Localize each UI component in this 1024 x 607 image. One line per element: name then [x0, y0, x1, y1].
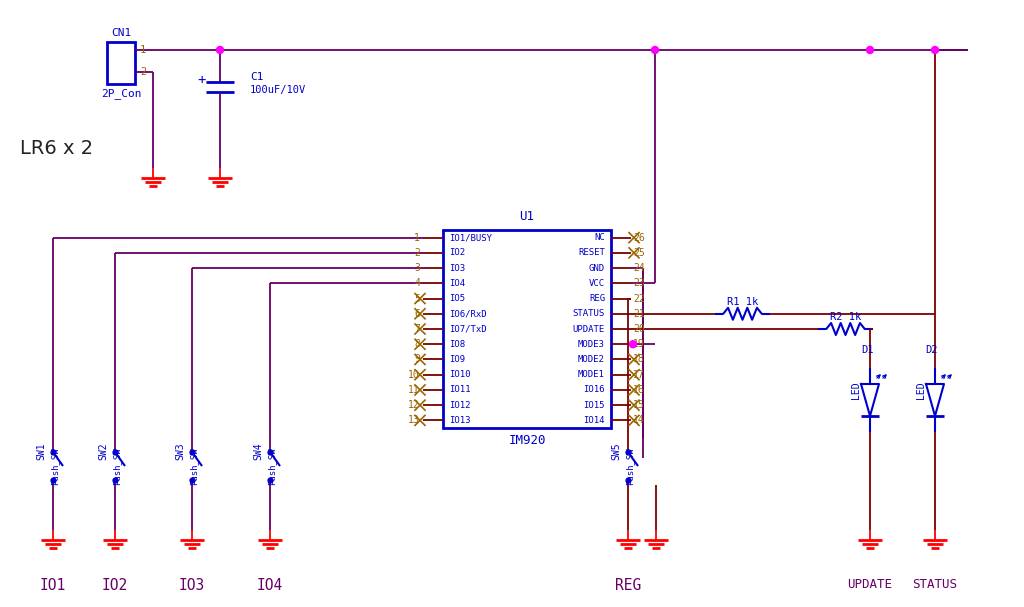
Text: IO6/RxD: IO6/RxD — [449, 310, 486, 318]
Text: REG: REG — [614, 577, 641, 592]
Text: RESET: RESET — [579, 248, 605, 257]
Text: VCC: VCC — [589, 279, 605, 288]
Text: GND: GND — [589, 263, 605, 273]
Text: LED: LED — [916, 381, 926, 399]
Text: STATUS: STATUS — [912, 578, 957, 591]
Text: MODE1: MODE1 — [579, 370, 605, 379]
Text: Push_SW: Push_SW — [50, 447, 59, 485]
Text: IO1/BUSY: IO1/BUSY — [449, 233, 492, 242]
Text: SW5: SW5 — [611, 442, 621, 460]
Text: 17: 17 — [633, 370, 645, 380]
Text: 9: 9 — [414, 354, 420, 364]
Text: SW3: SW3 — [175, 442, 185, 460]
Text: 25: 25 — [633, 248, 645, 258]
Text: 2P_Con: 2P_Con — [100, 89, 141, 100]
Text: Push_SW: Push_SW — [626, 447, 635, 485]
Text: 21: 21 — [633, 309, 645, 319]
Text: 3: 3 — [414, 263, 420, 273]
Text: C1: C1 — [250, 72, 263, 82]
Text: IO11: IO11 — [449, 385, 470, 395]
Circle shape — [932, 47, 939, 53]
Text: IO3: IO3 — [179, 577, 205, 592]
Text: 100uF/10V: 100uF/10V — [250, 85, 306, 95]
Text: SW1: SW1 — [36, 442, 46, 460]
Text: IO14: IO14 — [584, 416, 605, 425]
Text: 8: 8 — [414, 339, 420, 349]
Text: 26: 26 — [633, 232, 645, 243]
Text: 1: 1 — [414, 232, 420, 243]
Text: MODE3: MODE3 — [579, 340, 605, 349]
Text: SW4: SW4 — [253, 442, 263, 460]
Text: SW2: SW2 — [98, 442, 108, 460]
Text: NC: NC — [594, 233, 605, 242]
Text: D2: D2 — [926, 345, 938, 355]
Text: IO9: IO9 — [449, 355, 465, 364]
Text: IO10: IO10 — [449, 370, 470, 379]
Text: 4: 4 — [414, 278, 420, 288]
Text: 16: 16 — [633, 385, 645, 395]
Text: 15: 15 — [633, 400, 645, 410]
Bar — [443, 230, 611, 428]
Text: LR6 x 2: LR6 x 2 — [20, 138, 93, 157]
Text: IO15: IO15 — [584, 401, 605, 410]
Text: IM920: IM920 — [508, 435, 546, 447]
Text: 20: 20 — [633, 324, 645, 334]
Text: 7: 7 — [414, 324, 420, 334]
Text: 5: 5 — [414, 294, 420, 304]
Text: IO1: IO1 — [40, 577, 67, 592]
Text: 10: 10 — [409, 370, 420, 380]
Text: IO4: IO4 — [257, 577, 283, 592]
Circle shape — [651, 47, 658, 53]
Text: 14: 14 — [633, 415, 645, 426]
Text: Push_SW: Push_SW — [189, 447, 199, 485]
Text: CN1: CN1 — [111, 28, 131, 38]
Text: MODE2: MODE2 — [579, 355, 605, 364]
Text: U1: U1 — [519, 211, 535, 223]
Text: 13: 13 — [409, 415, 420, 426]
Circle shape — [866, 47, 873, 53]
Text: Push_SW: Push_SW — [267, 447, 276, 485]
Text: R2 1k: R2 1k — [829, 312, 861, 322]
Text: UPDATE: UPDATE — [848, 578, 893, 591]
Circle shape — [216, 47, 223, 53]
Text: IO13: IO13 — [449, 416, 470, 425]
Text: IO7/TxD: IO7/TxD — [449, 325, 486, 333]
Text: IO2: IO2 — [101, 577, 128, 592]
Text: REG: REG — [589, 294, 605, 303]
Text: 1: 1 — [140, 45, 146, 55]
Text: IO4: IO4 — [449, 279, 465, 288]
Bar — [106, 42, 135, 84]
Text: Push_SW: Push_SW — [113, 447, 122, 485]
Text: 22: 22 — [633, 294, 645, 304]
Text: 19: 19 — [633, 339, 645, 349]
Text: 24: 24 — [633, 263, 645, 273]
Text: IO16: IO16 — [584, 385, 605, 395]
Text: 12: 12 — [409, 400, 420, 410]
Text: IO2: IO2 — [449, 248, 465, 257]
Text: IO8: IO8 — [449, 340, 465, 349]
Text: IO3: IO3 — [449, 263, 465, 273]
Text: IO12: IO12 — [449, 401, 470, 410]
Text: +: + — [198, 73, 206, 87]
Text: 6: 6 — [414, 309, 420, 319]
Text: 2: 2 — [414, 248, 420, 258]
Text: D1: D1 — [861, 345, 873, 355]
Text: 2: 2 — [140, 67, 146, 77]
Circle shape — [630, 341, 637, 348]
Text: IO5: IO5 — [449, 294, 465, 303]
Text: 23: 23 — [633, 278, 645, 288]
Text: 18: 18 — [633, 354, 645, 364]
Text: 11: 11 — [409, 385, 420, 395]
Text: UPDATE: UPDATE — [572, 325, 605, 333]
Text: R1 1k: R1 1k — [727, 297, 758, 307]
Text: LED: LED — [851, 381, 861, 399]
Text: STATUS: STATUS — [572, 310, 605, 318]
